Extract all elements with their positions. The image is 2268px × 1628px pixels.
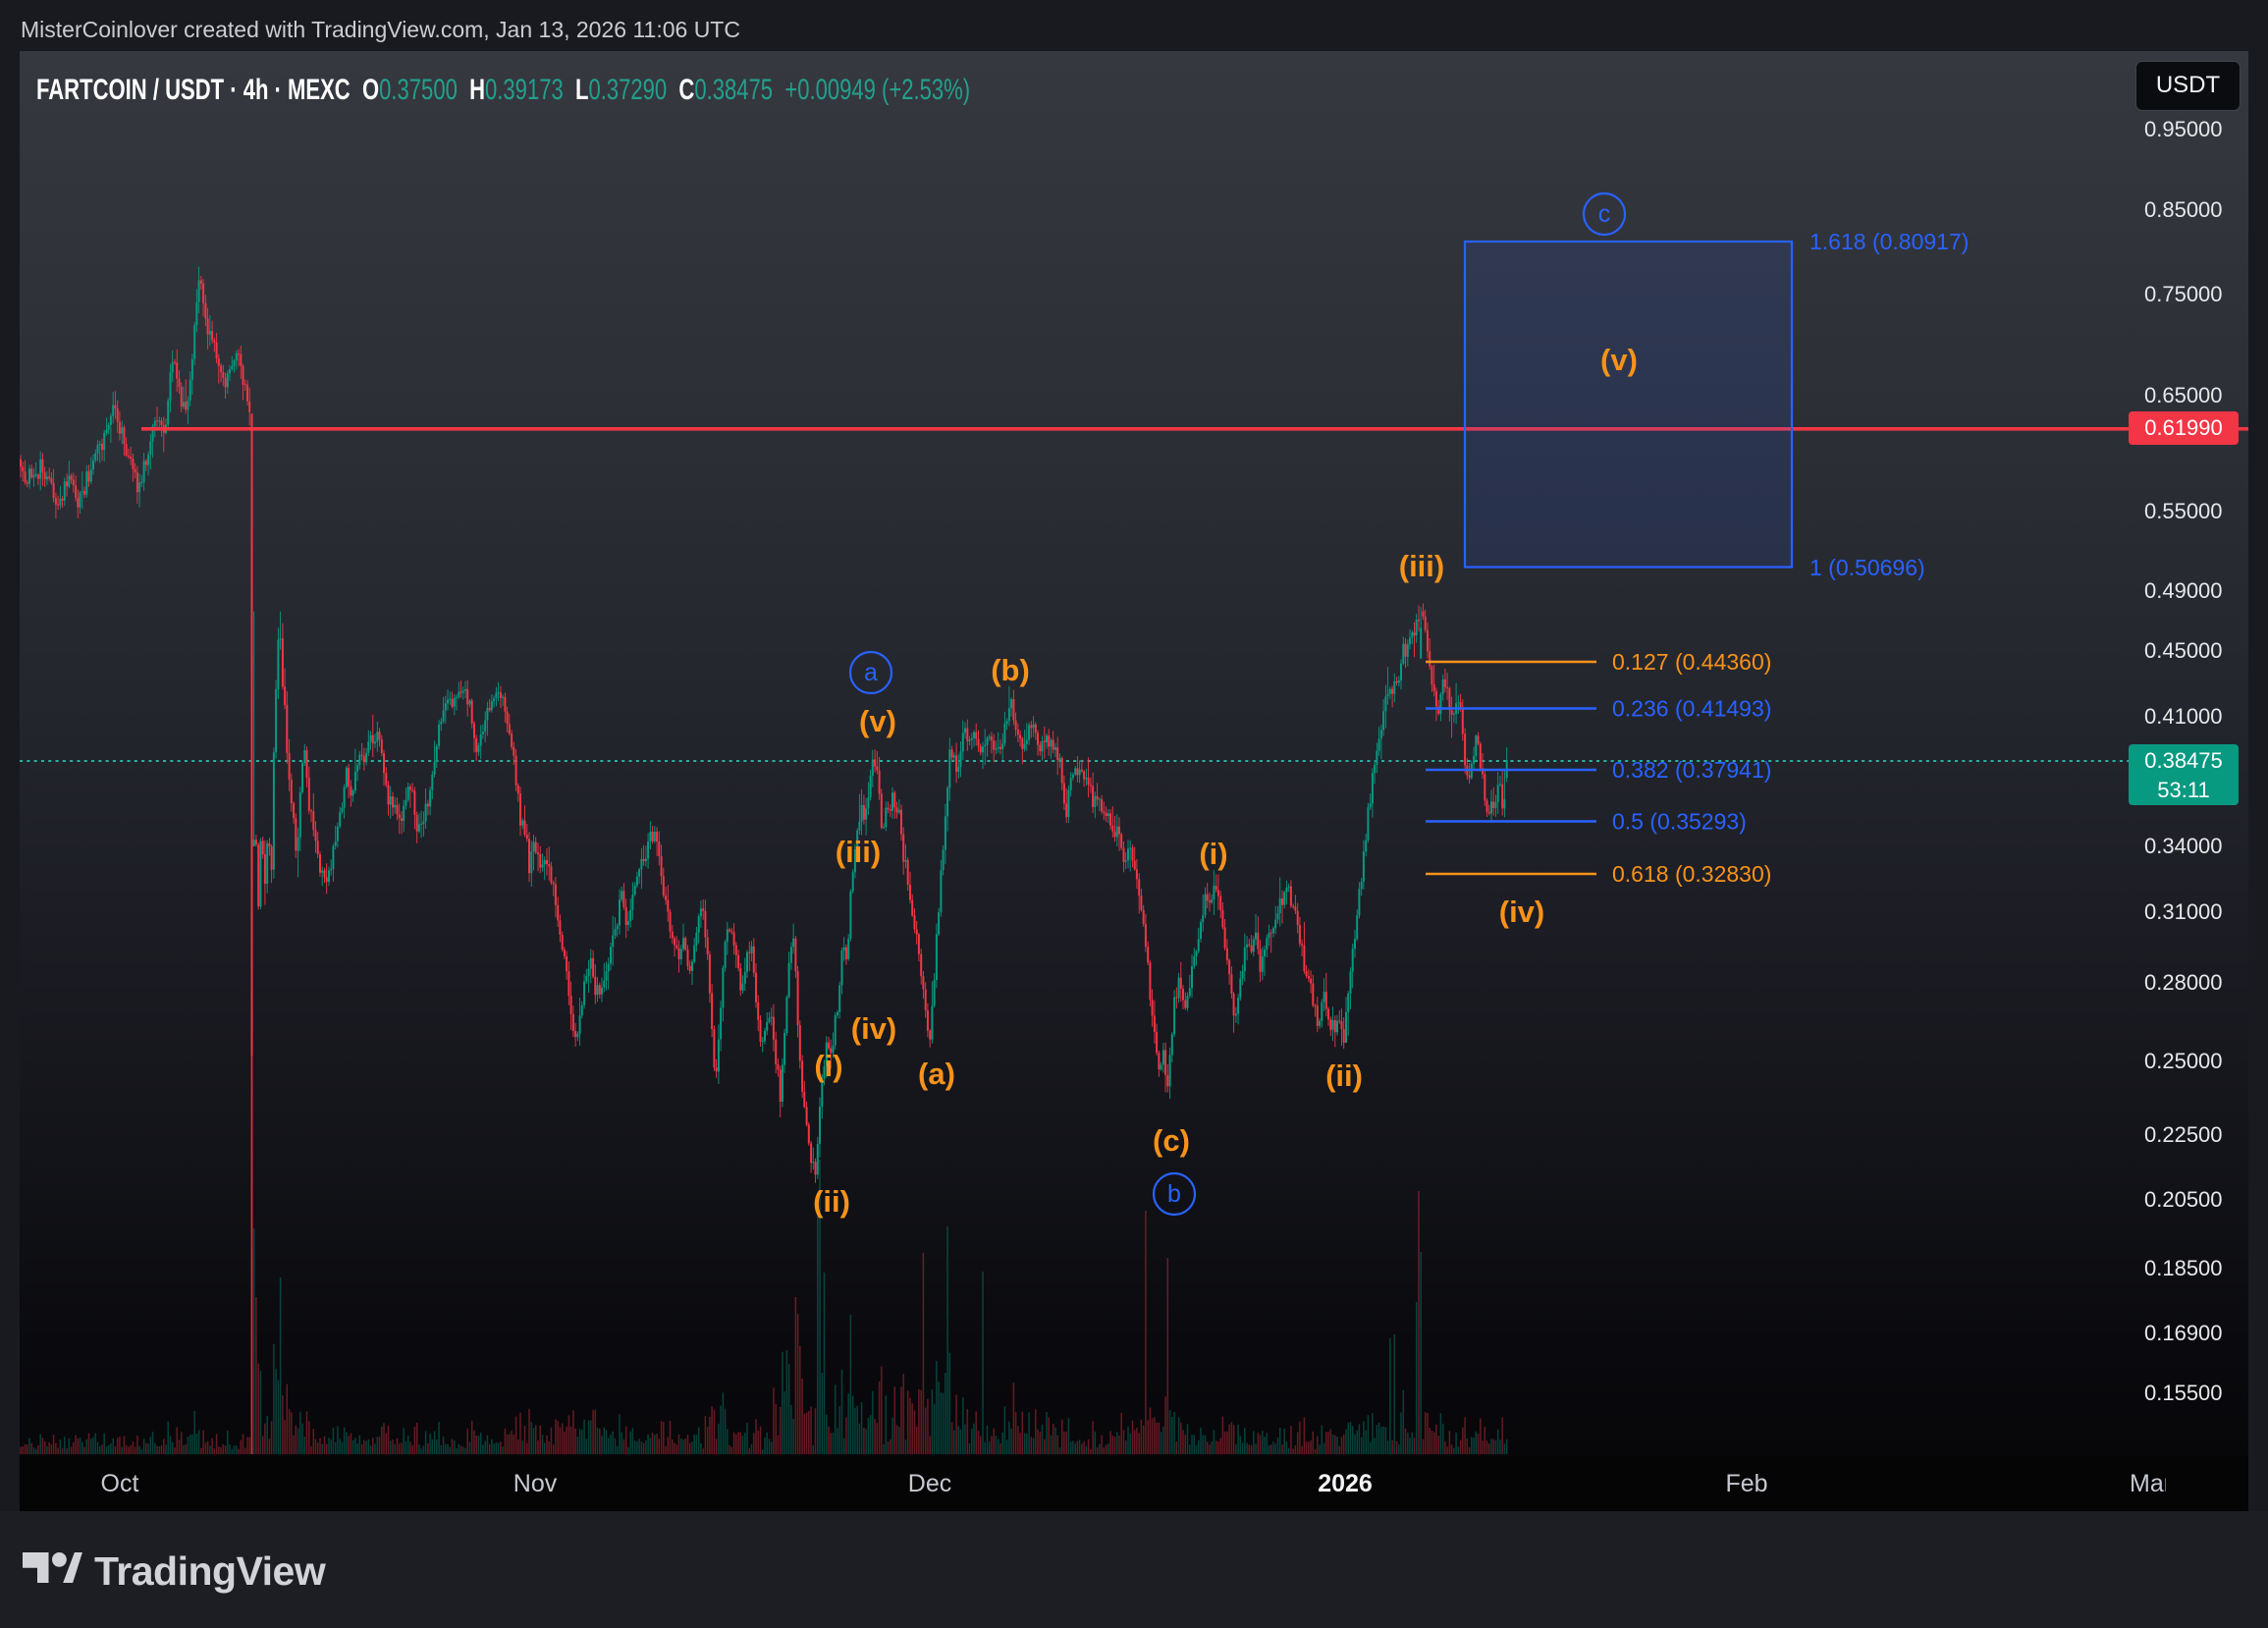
svg-text:(i): (i) bbox=[814, 1049, 842, 1083]
svg-text:(b): (b) bbox=[991, 653, 1030, 687]
svg-text:(ii): (ii) bbox=[1325, 1058, 1363, 1093]
svg-text:(v): (v) bbox=[859, 704, 896, 738]
svg-text:0.618 (0.32830): 0.618 (0.32830) bbox=[1612, 861, 1771, 887]
svg-text:(iv): (iv) bbox=[851, 1011, 897, 1046]
svg-text:(iv): (iv) bbox=[1499, 895, 1545, 929]
svg-text:(i): (i) bbox=[1199, 837, 1227, 871]
svg-text:b: b bbox=[1167, 1180, 1181, 1208]
svg-text:0.127 (0.44360): 0.127 (0.44360) bbox=[1612, 649, 1771, 675]
svg-text:a: a bbox=[864, 659, 878, 686]
svg-text:1.618 (0.80917): 1.618 (0.80917) bbox=[1809, 229, 1969, 254]
svg-text:(c): (c) bbox=[1153, 1123, 1190, 1158]
svg-text:(iii): (iii) bbox=[1399, 549, 1445, 583]
svg-text:0.382 (0.37941): 0.382 (0.37941) bbox=[1612, 757, 1771, 783]
svg-text:0.236 (0.41493): 0.236 (0.41493) bbox=[1612, 696, 1771, 722]
svg-text:(ii): (ii) bbox=[813, 1184, 850, 1219]
svg-text:(v): (v) bbox=[1600, 343, 1638, 377]
svg-text:0.5 (0.35293): 0.5 (0.35293) bbox=[1612, 809, 1747, 835]
svg-text:1 (0.50696): 1 (0.50696) bbox=[1809, 555, 1925, 580]
svg-text:(iii): (iii) bbox=[836, 835, 882, 869]
svg-text:(a): (a) bbox=[918, 1057, 955, 1091]
svg-text:c: c bbox=[1598, 200, 1611, 228]
